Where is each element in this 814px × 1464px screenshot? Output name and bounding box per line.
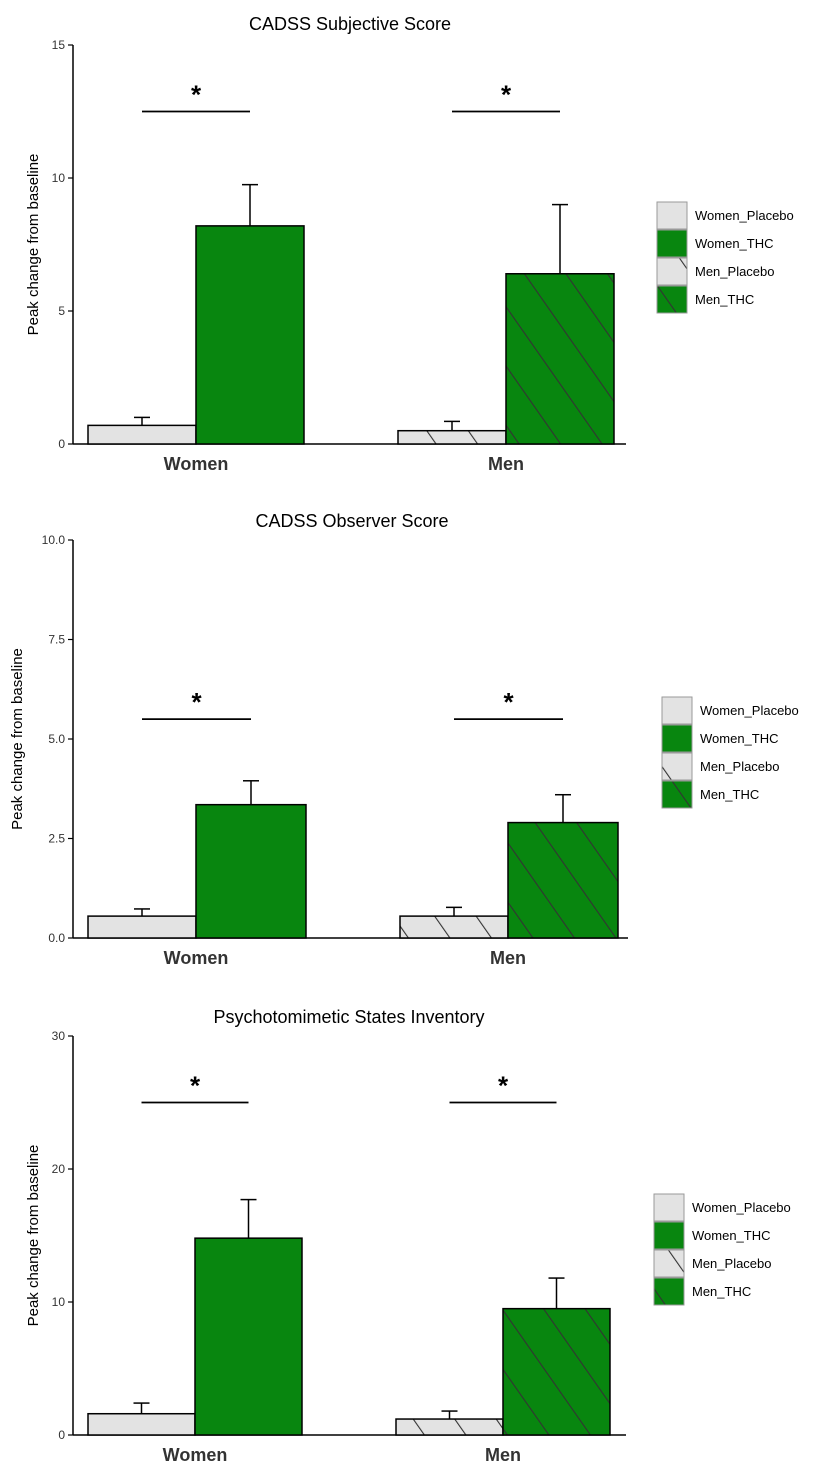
- legend-label: Women_Placebo: [695, 208, 794, 223]
- bar-men-placebo: [395, 1418, 504, 1436]
- y-tick-label: 5.0: [48, 732, 65, 746]
- legend: Women_Placebo Women_THC Men_Placebo Men_THC: [656, 201, 794, 314]
- bar-women-thc: [195, 803, 307, 939]
- x-category-label: Men: [485, 1445, 521, 1464]
- legend-label: Women_Placebo: [700, 703, 799, 718]
- legend-swatch: [653, 1277, 685, 1306]
- legend: Women_Placebo Women_THC Men_Placebo Men_THC: [653, 1193, 791, 1306]
- chart-title: Psychotomimetic States Inventory: [213, 1007, 484, 1027]
- legend-swatch: [656, 201, 688, 230]
- y-tick-label: 10: [52, 171, 66, 185]
- legend-label: Men_Placebo: [692, 1256, 772, 1271]
- legend-swatch: [653, 1221, 685, 1250]
- legend-swatch: [661, 780, 693, 809]
- legend-label: Women_THC: [692, 1228, 771, 1243]
- chart-panel-2: CADSS Observer Score Peak change from bas…: [9, 511, 799, 968]
- legend-swatch: [656, 285, 688, 314]
- bar-women-placebo: [87, 424, 197, 445]
- chart-title: CADSS Observer Score: [255, 511, 448, 531]
- bar-women-thc: [194, 1237, 303, 1436]
- bar-men-thc: [505, 273, 615, 445]
- x-category-label: Men: [488, 454, 524, 474]
- significance-star: *: [191, 80, 202, 110]
- x-category-label: Men: [490, 948, 526, 968]
- bar-women-placebo: [87, 915, 197, 939]
- significance-star: *: [503, 687, 514, 717]
- legend-label: Women_THC: [695, 236, 774, 251]
- legend-swatch: [661, 752, 693, 781]
- bar-men-placebo: [397, 429, 507, 445]
- significance-star: *: [190, 1071, 201, 1101]
- x-category-label: Women: [163, 1445, 228, 1464]
- legend-swatch: [661, 696, 693, 725]
- legend-label: Men_Placebo: [700, 759, 780, 774]
- significance-star: *: [191, 687, 202, 717]
- chart-title: CADSS Subjective Score: [249, 14, 451, 34]
- legend-label: Women_THC: [700, 731, 779, 746]
- legend-label: Men_Placebo: [695, 264, 775, 279]
- y-tick-label: 0: [58, 1428, 65, 1442]
- y-tick-label: 0: [58, 437, 65, 451]
- legend: Women_Placebo Women_THC Men_Placebo Men_THC: [661, 696, 799, 809]
- y-tick-label: 20: [52, 1162, 66, 1176]
- bar-women-thc: [195, 225, 305, 445]
- y-tick-label: 10: [52, 1295, 66, 1309]
- y-axis-label: Peak change from baseline: [9, 648, 26, 830]
- legend-label: Men_THC: [700, 787, 759, 802]
- bar-men-thc: [502, 1307, 611, 1436]
- legend-swatch: [653, 1249, 685, 1278]
- legend-swatch: [656, 257, 688, 286]
- y-axis-label: Peak change from baseline: [25, 1145, 42, 1327]
- y-tick-label: 7.5: [48, 633, 65, 647]
- legend-swatch: [661, 724, 693, 753]
- y-tick-label: 2.5: [48, 832, 65, 846]
- chart-panel-1: CADSS Subjective Score Peak change from b…: [25, 14, 794, 474]
- significance-star: *: [501, 80, 512, 110]
- bar-women-placebo: [87, 1412, 196, 1436]
- y-tick-label: 0.0: [48, 931, 65, 945]
- significance-star: *: [498, 1071, 509, 1101]
- y-tick-label: 15: [52, 38, 66, 52]
- y-tick-label: 10.0: [42, 533, 66, 547]
- y-tick-label: 30: [52, 1029, 66, 1043]
- x-category-label: Women: [164, 454, 229, 474]
- legend-label: Women_Placebo: [692, 1200, 791, 1215]
- legend-label: Men_THC: [692, 1284, 751, 1299]
- legend-swatch: [653, 1193, 685, 1222]
- bar-men-thc: [507, 821, 619, 939]
- legend-swatch: [656, 229, 688, 258]
- legend-label: Men_THC: [695, 292, 754, 307]
- x-category-label: Women: [164, 948, 229, 968]
- y-tick-label: 5: [58, 304, 65, 318]
- chart-panel-3: Psychotomimetic States Inventory Peak cha…: [25, 1007, 791, 1464]
- bar-men-placebo: [399, 915, 509, 939]
- y-axis-label: Peak change from baseline: [25, 154, 42, 336]
